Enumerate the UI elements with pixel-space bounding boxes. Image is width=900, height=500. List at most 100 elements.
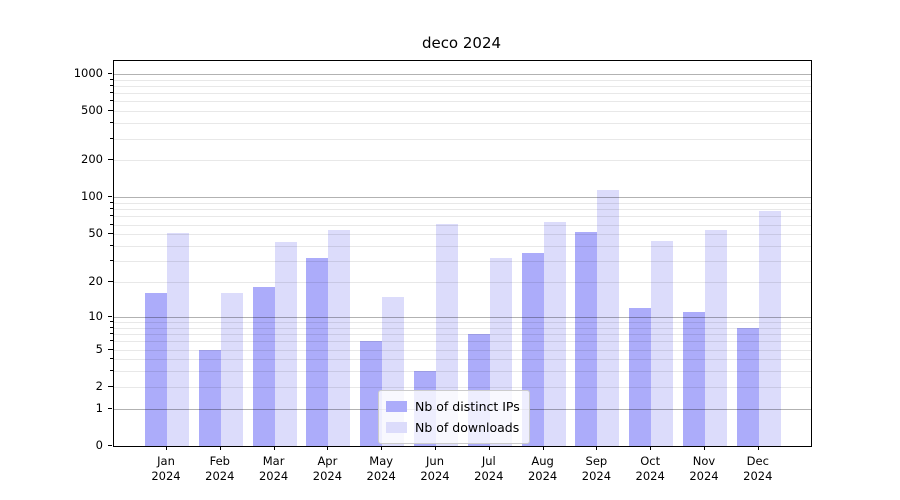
bar-downloads xyxy=(758,211,781,446)
x-tick-mark xyxy=(166,446,167,450)
y-minor-tick-mark xyxy=(110,100,113,102)
legend: Nb of distinct IPs Nb of downloads xyxy=(378,390,530,444)
y-tick-mark xyxy=(108,196,112,198)
y-tick-label: 0 xyxy=(95,438,103,452)
minor-gridline xyxy=(114,203,811,205)
major-gridline xyxy=(114,316,811,318)
y-minor-tick-mark xyxy=(110,385,113,387)
minor-gridline xyxy=(114,234,811,236)
y-tick-label: 500 xyxy=(81,103,103,118)
minor-gridline xyxy=(114,216,811,218)
bar-distinct-ips xyxy=(198,349,221,446)
y-tick-label: 1 xyxy=(95,400,103,415)
y-minor-tick-mark xyxy=(110,78,113,80)
x-tick-mark xyxy=(273,446,275,450)
minor-gridline xyxy=(114,111,811,113)
plot-area: Nb of distinct IPs Nb of downloads xyxy=(113,60,812,447)
y-tick-label: 2 xyxy=(95,378,103,393)
x-tick-mark xyxy=(704,446,705,450)
y-minor-tick-mark xyxy=(110,358,113,360)
y-tick-label: 50 xyxy=(88,226,103,241)
chart-title: deco 2024 xyxy=(421,34,502,52)
bar-downloads xyxy=(220,293,243,446)
minor-gridline xyxy=(114,322,811,323)
x-tick-mark xyxy=(381,446,383,450)
legend-label: Nb of downloads xyxy=(415,420,520,435)
y-minor-tick-mark xyxy=(110,260,113,262)
y-tick-label: 1000 xyxy=(73,65,103,80)
y-minor-tick-mark xyxy=(110,340,113,342)
minor-gridline xyxy=(114,209,811,211)
y-minor-tick-mark xyxy=(110,137,113,139)
x-tick-label: Jan 2024 xyxy=(151,454,181,483)
y-minor-tick-mark xyxy=(110,281,113,283)
minor-gridline xyxy=(114,224,811,226)
y-minor-tick-mark xyxy=(110,202,113,204)
y-minor-tick-mark xyxy=(110,370,113,372)
y-tick-label: 10 xyxy=(88,308,103,323)
bar-downloads xyxy=(651,241,674,446)
legend-swatch xyxy=(386,422,407,433)
x-tick-label: Sep 2024 xyxy=(581,454,612,483)
y-minor-tick-mark xyxy=(110,92,113,94)
bar-downloads xyxy=(543,222,566,446)
y-minor-tick-mark xyxy=(110,348,113,350)
legend-swatch xyxy=(386,401,407,412)
x-tick-label: Aug 2024 xyxy=(527,454,558,483)
minor-gridline xyxy=(114,93,811,95)
x-tick-label: May 2024 xyxy=(366,454,396,483)
x-tick-mark xyxy=(488,446,490,450)
x-tick-mark xyxy=(596,446,598,450)
legend-item: Nb of downloads xyxy=(386,417,520,438)
x-tick-label: Feb 2024 xyxy=(205,454,235,483)
minor-gridline xyxy=(114,138,811,140)
minor-gridline xyxy=(114,359,811,361)
x-tick-label: Oct 2024 xyxy=(635,454,665,483)
x-tick-label: Jun 2024 xyxy=(420,454,450,483)
y-minor-tick-mark xyxy=(110,84,113,86)
x-tick-label: Nov 2024 xyxy=(689,454,719,483)
x-tick-mark xyxy=(650,446,652,450)
y-tick-mark xyxy=(108,72,112,74)
x-tick-mark xyxy=(219,446,221,450)
bar-distinct-ips xyxy=(683,312,705,446)
minor-gridline xyxy=(114,79,811,81)
major-gridline xyxy=(114,197,811,199)
x-tick-mark xyxy=(435,446,436,450)
bar-distinct-ips xyxy=(629,307,652,446)
y-tick-label: 5 xyxy=(95,341,103,356)
minor-gridline xyxy=(114,386,811,388)
minor-gridline xyxy=(114,261,811,263)
x-tick-label: Mar 2024 xyxy=(258,454,289,483)
x-tick-label: Apr 2024 xyxy=(312,454,343,483)
minor-gridline xyxy=(114,160,811,162)
y-minor-tick-mark xyxy=(110,208,113,210)
minor-gridline xyxy=(114,246,811,247)
y-minor-tick-mark xyxy=(110,110,113,112)
bar-downloads xyxy=(597,190,620,446)
minor-gridline xyxy=(114,341,811,343)
bar-distinct-ips xyxy=(575,232,598,446)
minor-gridline xyxy=(114,349,811,351)
x-tick-label: Jul 2024 xyxy=(474,454,504,483)
y-tick-mark xyxy=(108,315,112,317)
bar-distinct-ips xyxy=(360,341,383,446)
bar-distinct-ips xyxy=(252,287,275,446)
grid-layer xyxy=(114,61,811,446)
bar-downloads xyxy=(328,230,351,446)
y-tick-label: 20 xyxy=(88,274,103,289)
y-minor-tick-mark xyxy=(110,326,113,328)
bar-distinct-ips xyxy=(145,293,167,446)
bar-downloads xyxy=(705,230,727,446)
minor-gridline xyxy=(114,334,811,336)
minor-gridline xyxy=(114,282,811,284)
y-tick-label: 200 xyxy=(81,152,103,167)
minor-gridline xyxy=(114,371,811,373)
legend-item: Nb of distinct IPs xyxy=(386,396,520,417)
bar-distinct-ips xyxy=(306,257,329,446)
legend-label: Nb of distinct IPs xyxy=(415,399,520,414)
y-minor-tick-mark xyxy=(110,215,113,217)
y-tick-mark xyxy=(108,407,112,409)
major-gridline xyxy=(114,73,811,75)
